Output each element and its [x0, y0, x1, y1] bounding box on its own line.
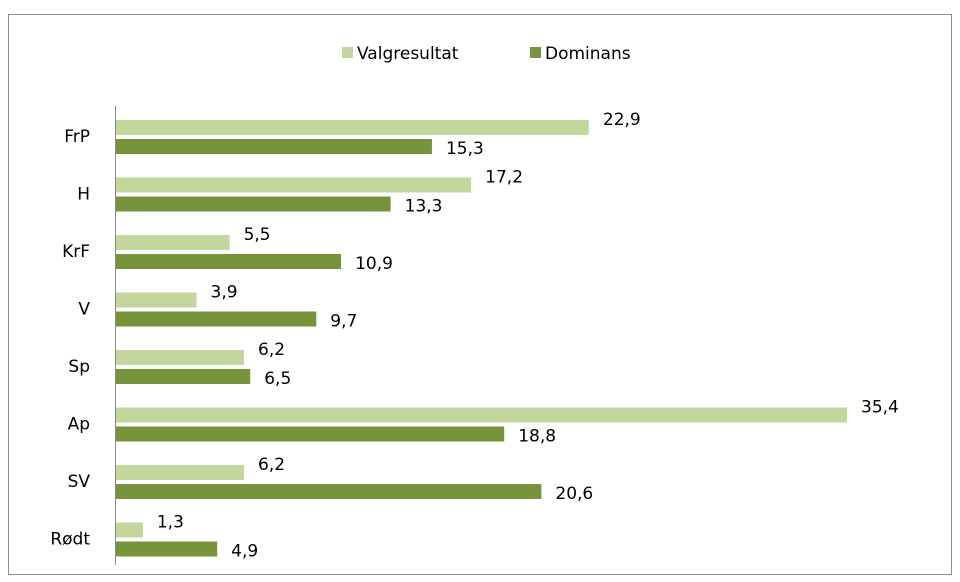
bar	[116, 426, 505, 442]
data-label: 6,5	[264, 369, 291, 389]
data-label: 18,8	[518, 427, 556, 447]
bar	[116, 407, 847, 423]
data-label: 20,6	[555, 484, 593, 504]
data-label: 5,5	[244, 225, 271, 245]
data-label: 6,2	[258, 455, 285, 475]
bar	[116, 311, 317, 327]
data-label: 3,9	[211, 283, 238, 303]
data-label: 35,4	[861, 398, 899, 418]
legend-label: Valgresultat	[357, 44, 459, 64]
data-label: 1,3	[157, 513, 184, 533]
y-tick-label: Rødt	[50, 530, 90, 550]
data-label: 9,7	[330, 312, 357, 332]
data-label: 6,2	[258, 340, 285, 360]
bar	[116, 196, 391, 212]
bar	[116, 177, 472, 193]
y-tick-label: Sp	[68, 357, 90, 377]
y-tick-label: FrP	[64, 127, 90, 147]
data-label: 17,2	[485, 168, 523, 188]
bar	[116, 254, 342, 269]
y-tick-label: SV	[68, 472, 91, 492]
data-label: 13,3	[405, 197, 443, 217]
y-tick-label: Ap	[68, 415, 90, 435]
bar	[116, 369, 251, 384]
y-tick-label: KrF	[62, 242, 90, 262]
data-label: 4,9	[231, 542, 258, 562]
legend-label: Dominans	[545, 44, 631, 64]
bar	[116, 235, 230, 250]
bar	[116, 522, 143, 538]
bar	[116, 292, 197, 308]
legend-swatch	[342, 47, 353, 58]
data-label: 22,9	[603, 110, 641, 130]
y-tick-label: H	[77, 185, 90, 205]
bar	[116, 350, 245, 365]
data-label: 10,9	[355, 254, 393, 274]
bar	[116, 541, 218, 557]
bar	[116, 120, 589, 135]
bar	[116, 484, 542, 499]
legend-swatch	[530, 47, 541, 58]
data-label: 15,3	[446, 139, 484, 159]
bar	[116, 139, 432, 154]
bar	[116, 465, 245, 480]
y-tick-label: V	[78, 300, 90, 320]
